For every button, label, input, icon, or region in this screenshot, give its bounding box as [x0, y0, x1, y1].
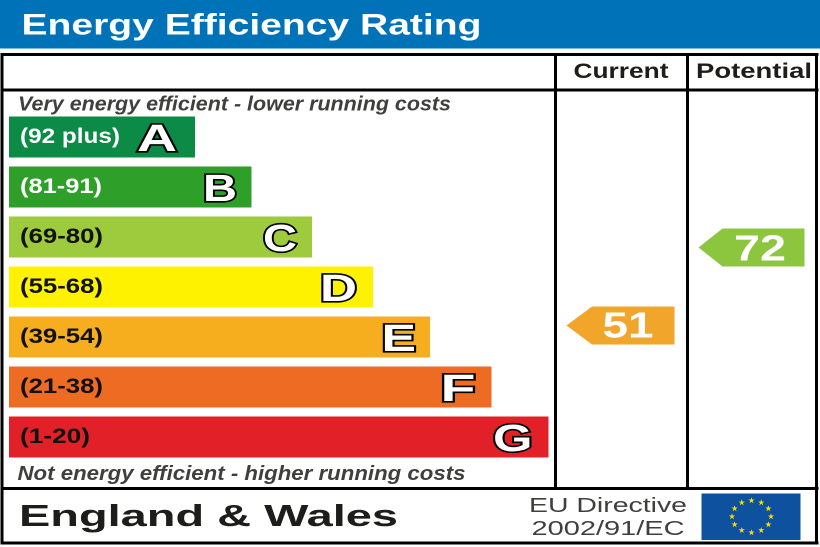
svg-text:Potential: Potential [696, 59, 812, 83]
svg-text:A: A [137, 118, 177, 160]
svg-text:C: C [263, 218, 297, 260]
svg-text:(81-91): (81-91) [20, 175, 102, 198]
svg-text:D: D [320, 268, 357, 310]
svg-text:Energy Efficiency Rating: Energy Efficiency Rating [22, 9, 482, 42]
svg-text:Very energy efficient - lower: Very energy efficient - lower running co… [18, 94, 451, 116]
svg-text:England & Wales: England & Wales [19, 499, 398, 533]
svg-text:72: 72 [734, 228, 786, 269]
svg-text:E: E [382, 318, 417, 360]
svg-text:B: B [203, 168, 237, 210]
svg-text:Current: Current [574, 59, 669, 83]
svg-text:EU Directive: EU Directive [529, 495, 687, 517]
svg-text:(1-20): (1-20) [20, 425, 90, 448]
svg-text:2002/91/EC: 2002/91/EC [532, 518, 685, 540]
svg-text:(39-54): (39-54) [20, 325, 103, 348]
svg-text:F: F [441, 368, 476, 410]
svg-text:(92 plus): (92 plus) [20, 125, 120, 148]
svg-text:G: G [493, 418, 533, 460]
svg-text:Not energy efficient - higher: Not energy efficient - higher running co… [18, 463, 466, 485]
svg-text:(55-68): (55-68) [20, 275, 103, 298]
svg-text:51: 51 [603, 305, 654, 346]
svg-text:(21-38): (21-38) [20, 375, 103, 398]
svg-text:(69-80): (69-80) [20, 225, 103, 248]
